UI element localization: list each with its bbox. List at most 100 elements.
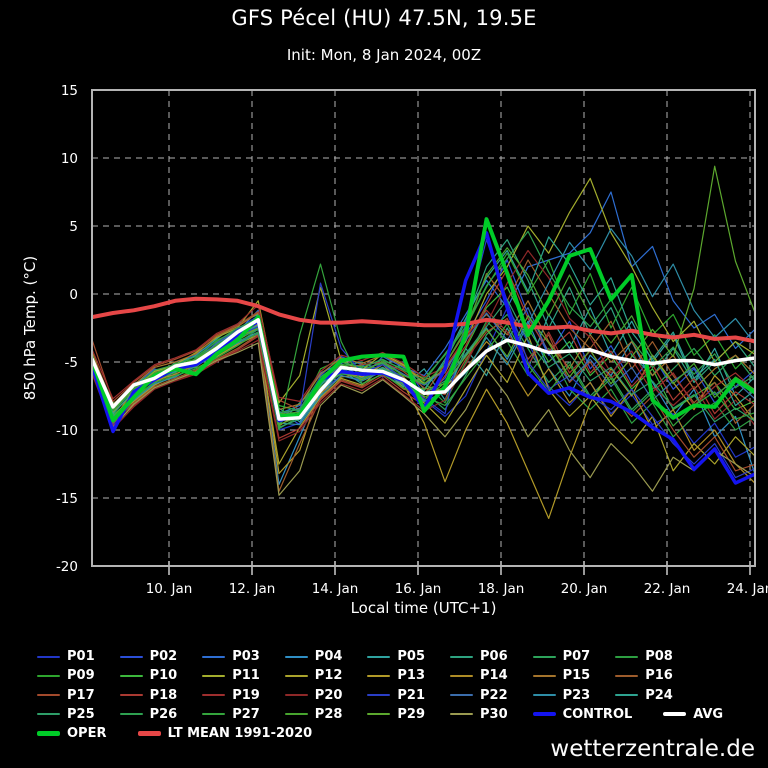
- legend-label: P07: [562, 649, 591, 664]
- legend-color-chip: [367, 694, 391, 697]
- legend-color-chip: [119, 655, 143, 658]
- legend-label: P06: [480, 649, 508, 664]
- series-P19: [93, 304, 754, 407]
- legend-item-p20: P20: [284, 687, 343, 704]
- chart-title: GFS Pécel (HU) 47.5N, 19.5E: [231, 6, 537, 30]
- legend-label: P19: [232, 687, 260, 703]
- legend-item-p03: P03: [202, 648, 260, 665]
- legend-color-chip: [284, 655, 308, 658]
- legend-label: P05: [397, 649, 426, 664]
- legend-color-chip: [37, 713, 60, 716]
- legend-item-p25: P25: [37, 706, 95, 723]
- legend-item-p15: P15: [532, 667, 591, 684]
- legend-item-p26: P26: [119, 706, 177, 723]
- legend-label: P13: [397, 668, 426, 684]
- legend-label: P09: [67, 668, 95, 684]
- legend-item-p18: P18: [119, 687, 178, 704]
- x-tick-label: 24. Jan: [727, 581, 768, 597]
- y-tick-label: -5: [65, 355, 78, 371]
- x-tick-label: 12. Jan: [229, 581, 276, 597]
- x-tick-label: 10. Jan: [146, 581, 193, 597]
- legend-color-chip: [37, 694, 60, 697]
- legend-color-chip: [202, 694, 226, 697]
- legend-color-chip: [663, 712, 687, 717]
- legend-color-chip: [532, 655, 556, 658]
- legend-color-chip: [37, 674, 60, 677]
- legend-color-chip: [615, 655, 639, 658]
- legend-item-p27: P27: [202, 706, 260, 723]
- legend-color-chip: [202, 674, 226, 677]
- y-axis-title: 850 hPa Temp. (°C): [21, 255, 39, 401]
- legend-color-chip: [532, 694, 556, 697]
- series-AVG: [93, 318, 754, 421]
- legend-label: P16: [645, 668, 673, 684]
- legend-label: P28: [314, 706, 343, 722]
- legend-item-p07: P07: [532, 648, 591, 665]
- x-tick-label: 16. Jan: [395, 581, 442, 597]
- legend-item-p24: P24: [615, 687, 673, 704]
- legend-item-p19: P19: [202, 687, 260, 704]
- watermark: wetterzentrale.de: [550, 736, 755, 762]
- legend-label: P24: [645, 687, 673, 703]
- legend-label: AVG: [693, 706, 724, 722]
- legend-item-lt-mean-1991-2020: LT MEAN 1991-2020: [137, 725, 312, 742]
- legend-label: P10: [149, 668, 178, 684]
- legend-item-p17: P17: [37, 687, 95, 704]
- legend-label: CONTROL: [562, 706, 633, 722]
- plot-svg: 10. Jan 12. Jan 14. Jan 16. Jan 18. Jan 20. J…: [56, 83, 768, 597]
- series-P17: [93, 311, 754, 472]
- legend-item-p30: P30: [450, 706, 508, 723]
- plot-border: [91, 89, 756, 567]
- legend-color-chip: [367, 713, 391, 716]
- legend-color-chip: [284, 674, 308, 677]
- legend-label: P20: [314, 687, 343, 703]
- legend-item-p29: P29: [367, 706, 425, 723]
- legend-item-p06: P06: [450, 648, 508, 665]
- legend-label: P01: [67, 649, 95, 664]
- legend-label: P02: [149, 649, 178, 664]
- legend-label: P29: [397, 706, 426, 722]
- legend-item-p04: P04: [284, 648, 342, 665]
- x-axis-title: Local time (UTC+1): [350, 599, 497, 617]
- y-tick-label: 10: [61, 151, 78, 167]
- legend-label: P21: [397, 687, 426, 703]
- legend-label: OPER: [67, 726, 107, 742]
- legend-color-chip: [284, 694, 308, 697]
- series-group: [93, 165, 754, 520]
- legend-label: P15: [562, 668, 591, 684]
- legend-item-p11: P11: [202, 667, 260, 684]
- legend-label: P27: [232, 706, 260, 722]
- series-P28: [93, 247, 754, 415]
- legend-color-chip: [450, 694, 473, 697]
- legend-color-chip: [367, 655, 391, 658]
- legend-item-control: CONTROL: [532, 706, 633, 723]
- legend-color-chip: [532, 674, 556, 677]
- legend-item-p05: P05: [367, 648, 425, 665]
- legend-color-chip: [450, 674, 473, 677]
- legend-color-chip: [37, 731, 60, 737]
- series-OPER: [93, 217, 754, 423]
- legend-color-chip: [532, 712, 556, 717]
- legend-label: P23: [562, 687, 591, 703]
- legend-label: P11: [232, 668, 260, 684]
- legend-color-chip: [284, 713, 308, 716]
- legend-label: P18: [149, 687, 178, 703]
- legend-item-p23: P23: [532, 687, 591, 704]
- legend-label: P30: [480, 706, 508, 722]
- legend-color-chip: [137, 731, 161, 737]
- legend-color-chip: [202, 655, 226, 658]
- y-tick-label: -20: [56, 559, 78, 575]
- legend-color-chip: [202, 713, 226, 716]
- legend-color-chip: [450, 713, 473, 716]
- y-tick-label: 0: [69, 287, 78, 303]
- legend-label: P08: [645, 649, 673, 664]
- legend-item-p13: P13: [367, 667, 425, 684]
- y-tick-label: 15: [61, 83, 78, 99]
- legend-color-chip: [615, 694, 639, 697]
- legend-label: P14: [480, 668, 508, 684]
- legend-color-chip: [119, 713, 143, 716]
- x-tick-label: 14. Jan: [312, 581, 359, 597]
- legend-label: P17: [67, 687, 95, 703]
- x-tick-label: 20. Jan: [561, 581, 608, 597]
